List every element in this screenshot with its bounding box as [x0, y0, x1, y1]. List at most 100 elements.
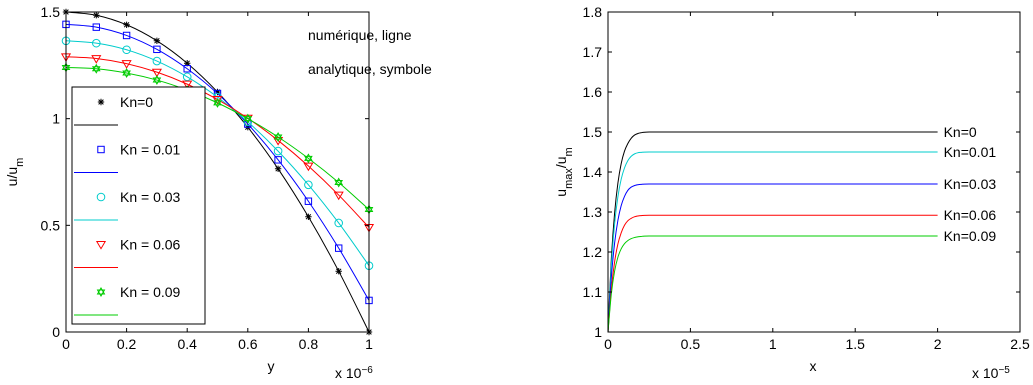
right-series-labels: Kn=0 Kn=0.01 Kn=0.03 Kn=0.06 Kn=0.09 — [944, 124, 997, 244]
right-series-label: Kn=0.01 — [944, 144, 997, 160]
right-x-tick-label: 0.5 — [681, 336, 701, 352]
right-plot-area — [607, 131, 938, 333]
right-x-tick-label: 0 — [604, 336, 612, 352]
left-plot-area — [60, 8, 375, 336]
right-y-tick-label: 1.2 — [583, 244, 603, 260]
right-x-exponent-label: x 10−5 — [972, 365, 1010, 382]
legend-marker — [96, 286, 106, 298]
left-data-point — [123, 21, 130, 28]
left-data-point — [274, 156, 282, 164]
left-data-point — [333, 191, 344, 201]
right-series-label: Kn=0.06 — [944, 207, 997, 223]
legend-entry-label: Kn=0 — [120, 94, 153, 110]
right-x-tick-label: 2.5 — [1010, 336, 1030, 352]
right-x-axis-label: x — [810, 358, 817, 374]
left-data-point — [122, 31, 131, 40]
legend-entry-label: Kn = 0.09 — [120, 284, 181, 300]
left-data-point — [92, 23, 100, 31]
right-x-tick-label: 1.5 — [845, 336, 865, 352]
left-data-point — [93, 12, 100, 19]
left-legend-box — [71, 86, 206, 325]
left-data-point — [182, 72, 192, 82]
right-y-tick-label: 1.3 — [583, 204, 603, 220]
left-x-tick-label: 0.6 — [238, 336, 258, 352]
right-series-line-3 — [607, 214, 938, 333]
left-data-point — [153, 37, 161, 44]
left-data-point — [243, 113, 253, 124]
left-x-tick-label: 0.2 — [117, 336, 137, 352]
left-data-point — [273, 132, 283, 143]
left-data-point — [304, 197, 313, 205]
left-data-point — [122, 68, 131, 79]
left-x-tick-label: 0 — [62, 336, 70, 352]
right-y-tick-label: 1.4 — [583, 164, 603, 180]
right-y-tick-label: 1.6 — [583, 84, 603, 100]
right-chart: 0 0.5 1 1.5 2 2.5 1 1.1 1.2 1.3 1.4 1.5 1.6 1.7 1.8 x … — [553, 4, 1030, 381]
annotation-numerique: numérique, ligne — [308, 27, 412, 43]
legend-marker — [97, 98, 105, 106]
right-x-tick-label: 2 — [934, 336, 942, 352]
left-data-point — [334, 218, 344, 228]
legend-marker — [97, 145, 105, 154]
left-chart: 0 0.2 0.4 0.6 0.8 1 0 0.5 1 1.5 y u/um x 10−6 num… — [4, 4, 432, 381]
right-y-tick-label: 1.5 — [583, 124, 603, 140]
left-data-point — [152, 56, 162, 66]
right-series-line-1 — [607, 151, 938, 333]
left-data-point — [212, 96, 223, 105]
left-x-tick-label: 0.8 — [299, 336, 319, 352]
left-series-line — [65, 66, 370, 210]
left-y-tick-label: 1.5 — [41, 4, 61, 20]
left-x-axis-label: y — [268, 358, 275, 374]
right-y-tick-label: 1.7 — [583, 44, 603, 60]
left-data-point — [151, 68, 162, 78]
right-y-tick-label: 1 — [594, 324, 602, 340]
left-y-tick-label: 0.5 — [41, 217, 61, 233]
left-data-point — [122, 45, 131, 55]
left-data-point — [91, 63, 101, 74]
right-series-line-4 — [607, 235, 938, 333]
left-data-point — [304, 153, 313, 164]
left-data-point — [304, 180, 313, 190]
right-series-label: Kn=0 — [944, 124, 977, 140]
right-series-line-2 — [607, 183, 938, 333]
right-y-axis-label: umax/um — [553, 147, 575, 196]
right-series-label: Kn=0.03 — [944, 176, 997, 192]
left-data-point — [184, 60, 191, 67]
left-x-tick-label: 0.4 — [177, 336, 197, 352]
left-data-point — [121, 60, 132, 69]
left-x-exponent-label: x 10−6 — [335, 365, 373, 382]
left-series-line — [65, 40, 370, 266]
left-y-tick-label: 0 — [52, 324, 60, 340]
left-data-point — [305, 213, 312, 220]
right-axes-frame — [607, 11, 1021, 333]
right-series-line-0 — [607, 131, 938, 333]
left-data-point — [334, 177, 344, 188]
left-x-tick-label: 1 — [365, 336, 373, 352]
left-data-point — [335, 268, 342, 275]
legend-entry-label: Kn = 0.01 — [120, 142, 181, 158]
left-data-point — [214, 88, 221, 96]
legend-marker — [96, 192, 106, 202]
left-data-point — [152, 75, 162, 86]
right-x-tick-label: 1 — [769, 336, 777, 352]
right-series-label: Kn=0.09 — [944, 228, 997, 244]
left-y-axis-label: u/um — [4, 158, 26, 187]
left-y-tick-label: 1 — [52, 111, 60, 127]
right-y-tick-label: 1.1 — [583, 284, 603, 300]
left-axes-frame — [65, 11, 370, 333]
left-data-point — [153, 45, 161, 54]
left-data-point — [213, 97, 222, 108]
legend-entry-label: Kn = 0.03 — [120, 189, 181, 205]
left-data-point — [92, 38, 101, 48]
left-ticks: 0 0.2 0.4 0.6 0.8 1 0 0.5 1 1.5 — [41, 4, 374, 352]
legend-entry-label: Kn = 0.06 — [120, 237, 181, 253]
left-legend: Kn=0 Kn = 0.01 Kn = 0.03 Kn = 0.06 Kn = 0.09 — [71, 86, 206, 325]
left-data-point — [183, 65, 191, 73]
left-data-point — [182, 80, 193, 90]
right-ticks: 0 0.5 1 1.5 2 2.5 1 1.1 1.2 1.3 1.4 1.5 1.6 1.7 1.8 — [583, 4, 1030, 352]
left-data-point — [335, 244, 343, 252]
legend-marker — [95, 241, 107, 250]
left-data-point — [91, 55, 102, 64]
right-y-tick-label: 1.8 — [583, 4, 603, 20]
